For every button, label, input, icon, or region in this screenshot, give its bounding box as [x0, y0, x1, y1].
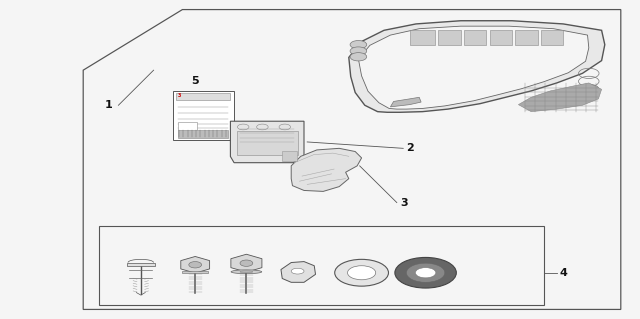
- Text: 3: 3: [400, 197, 408, 208]
- Circle shape: [415, 268, 436, 278]
- Bar: [182, 271, 208, 273]
- Circle shape: [395, 257, 456, 288]
- Bar: [178, 130, 228, 138]
- Bar: [99, 226, 544, 305]
- Ellipse shape: [231, 270, 262, 274]
- Circle shape: [189, 262, 202, 268]
- Bar: [490, 30, 512, 45]
- Polygon shape: [349, 21, 605, 112]
- Circle shape: [350, 47, 367, 55]
- Circle shape: [335, 259, 388, 286]
- Polygon shape: [230, 121, 304, 163]
- Text: 1: 1: [104, 100, 112, 110]
- Text: 5: 5: [191, 76, 199, 86]
- Bar: [282, 151, 297, 161]
- Circle shape: [406, 263, 445, 282]
- Bar: [515, 30, 538, 45]
- Bar: [127, 263, 155, 266]
- Circle shape: [348, 266, 376, 280]
- Bar: [178, 122, 197, 130]
- Text: 3: 3: [178, 93, 181, 98]
- Bar: [541, 30, 563, 45]
- Ellipse shape: [291, 268, 304, 274]
- Bar: [237, 131, 298, 155]
- Bar: [410, 30, 435, 45]
- Ellipse shape: [240, 271, 253, 273]
- Bar: [464, 30, 486, 45]
- Polygon shape: [358, 26, 589, 109]
- Polygon shape: [281, 262, 316, 282]
- Text: 2: 2: [406, 143, 414, 153]
- Polygon shape: [291, 148, 362, 191]
- Bar: [438, 30, 461, 45]
- Polygon shape: [518, 83, 602, 112]
- Bar: [173, 91, 234, 140]
- Bar: [176, 93, 230, 100]
- Polygon shape: [390, 97, 421, 107]
- Circle shape: [350, 53, 367, 61]
- Text: 4: 4: [560, 268, 568, 278]
- Circle shape: [350, 41, 367, 49]
- Circle shape: [240, 260, 253, 266]
